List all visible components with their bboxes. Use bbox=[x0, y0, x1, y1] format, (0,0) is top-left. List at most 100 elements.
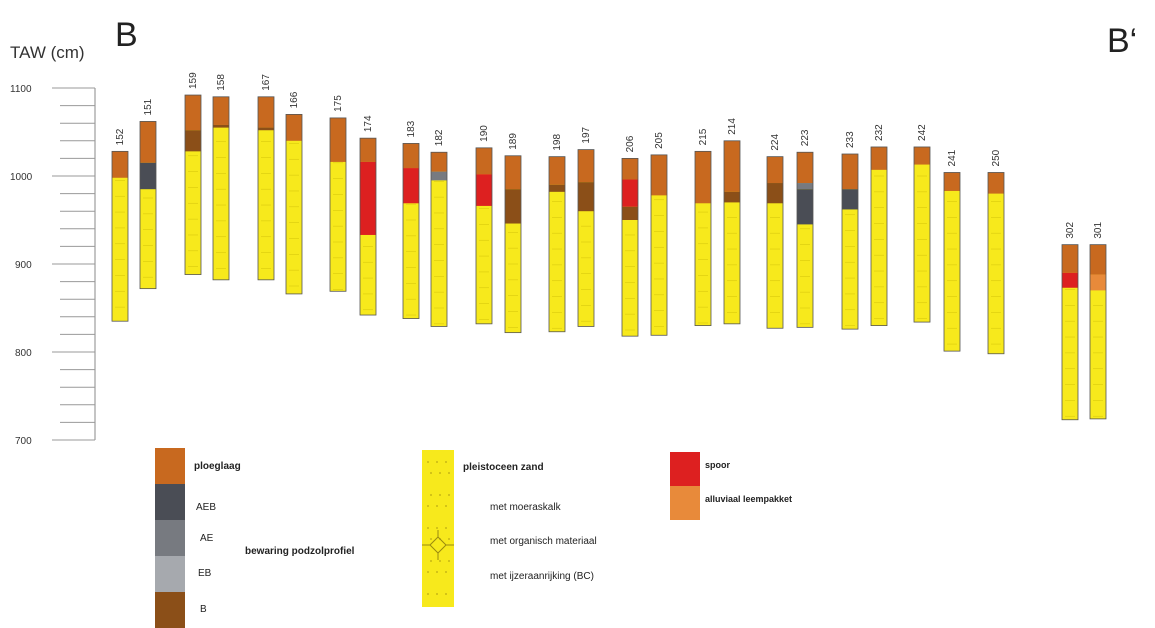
dot bbox=[436, 571, 438, 573]
layer-spoor bbox=[1062, 272, 1078, 288]
borehole-outline bbox=[430, 151, 448, 327]
legend-swatch-aeb bbox=[155, 484, 185, 520]
section-start-label: B bbox=[115, 16, 138, 54]
layer-ploeglaag bbox=[651, 154, 667, 196]
layer-spoor bbox=[622, 179, 638, 207]
borehole-outline bbox=[870, 146, 888, 327]
borehole-outline bbox=[139, 121, 157, 290]
legend-label-podzol: bewaring podzolprofiel bbox=[245, 546, 355, 557]
borehole-label: 175 bbox=[333, 95, 344, 112]
borehole-outline bbox=[359, 137, 377, 316]
borehole-183: 183 bbox=[402, 120, 420, 319]
dot bbox=[445, 527, 447, 529]
borehole-label: 183 bbox=[406, 120, 417, 137]
borehole-151: 151 bbox=[139, 98, 157, 290]
dot bbox=[436, 593, 438, 595]
borehole-outline bbox=[285, 114, 303, 295]
borehole-241: 241 bbox=[943, 149, 961, 352]
borehole-label: 233 bbox=[845, 131, 856, 148]
borehole-label: 224 bbox=[770, 134, 781, 151]
layer-ploeglaag bbox=[944, 172, 960, 191]
tick-label-900: 900 bbox=[15, 260, 32, 271]
borehole-label: 167 bbox=[261, 74, 272, 91]
borehole-label: 159 bbox=[188, 72, 199, 89]
layer-ploeglaag bbox=[330, 117, 346, 162]
dot bbox=[430, 472, 432, 474]
borehole-label: 151 bbox=[143, 98, 154, 115]
dot bbox=[445, 593, 447, 595]
section-end-label: B‘ bbox=[1107, 22, 1137, 60]
borehole-233: 233 bbox=[841, 131, 859, 330]
layer-ploeglaag bbox=[185, 95, 201, 131]
layer-ploeglaag bbox=[1090, 244, 1106, 275]
legend-label-b: B bbox=[200, 604, 207, 615]
layer-aeb bbox=[797, 189, 813, 225]
elevation-axis: 1100 1000 900 800 700 bbox=[10, 84, 96, 447]
borehole-outline bbox=[650, 154, 668, 336]
layer-ploeglaag bbox=[213, 96, 229, 125]
legend-label-eb: EB bbox=[198, 568, 212, 579]
legend-label-ae: AE bbox=[200, 533, 214, 544]
legend-label-alluviaal: alluviaal leempakket bbox=[705, 494, 792, 504]
borehole-outline bbox=[475, 147, 493, 325]
dot bbox=[430, 538, 432, 540]
borehole-label: 215 bbox=[698, 128, 709, 145]
borehole-223: 223 bbox=[796, 129, 814, 328]
borehole-outline bbox=[212, 96, 230, 281]
borehole-outline bbox=[577, 149, 595, 327]
sand-layer bbox=[914, 146, 930, 323]
borehole-label: 190 bbox=[479, 125, 490, 142]
sand-layer bbox=[258, 96, 274, 280]
legend-label-spoor: spoor bbox=[705, 460, 730, 470]
dot bbox=[436, 461, 438, 463]
borehole-outline bbox=[766, 156, 784, 329]
borehole-label: 189 bbox=[508, 133, 519, 150]
borehole-label: 206 bbox=[625, 135, 636, 152]
organic-material-symbol bbox=[422, 530, 454, 560]
layer-ploeglaag bbox=[431, 152, 447, 172]
layer-b bbox=[213, 124, 229, 128]
borehole-outline bbox=[111, 150, 129, 322]
layer-ae bbox=[431, 171, 447, 181]
borehole-outline bbox=[621, 157, 639, 337]
layer-ploeglaag bbox=[842, 154, 858, 190]
layer-ploeglaag bbox=[988, 172, 1004, 194]
legend-label-organisch: met organisch materiaal bbox=[490, 536, 597, 547]
layer-spoor bbox=[476, 174, 492, 206]
tick-label-1000: 1000 bbox=[10, 172, 33, 183]
layer-ploeglaag bbox=[724, 140, 740, 192]
tick-label-700: 700 bbox=[15, 436, 32, 447]
borehole-198: 198 bbox=[548, 134, 566, 333]
borehole-label: 166 bbox=[289, 91, 300, 108]
sand-layer bbox=[988, 172, 1004, 354]
borehole-outline bbox=[184, 94, 202, 275]
dot bbox=[445, 571, 447, 573]
borehole-label: 197 bbox=[581, 126, 592, 143]
layer-ploeglaag bbox=[549, 156, 565, 185]
dot bbox=[439, 494, 441, 496]
borehole-label: 152 bbox=[115, 128, 126, 145]
borehole-label: 301 bbox=[1093, 222, 1104, 239]
borehole-outline bbox=[548, 156, 566, 333]
layer-b bbox=[622, 206, 638, 220]
legend-label-zand: pleistoceen zand bbox=[463, 462, 544, 473]
borehole-outline bbox=[1061, 244, 1079, 421]
layer-ploeglaag bbox=[403, 143, 419, 169]
borehole-outline bbox=[723, 140, 741, 325]
layer-ploeglaag bbox=[112, 151, 128, 178]
borehole-197: 197 bbox=[577, 126, 595, 327]
legend-swatch-ploeglaag bbox=[155, 448, 185, 484]
tick-label-1100: 1100 bbox=[10, 84, 32, 95]
borehole-outline bbox=[504, 155, 522, 334]
layer-spoor bbox=[403, 168, 419, 204]
layer-ploeglaag bbox=[476, 147, 492, 175]
borehole-outline bbox=[943, 172, 961, 352]
borehole-outline bbox=[796, 151, 814, 328]
sand-layer bbox=[213, 96, 229, 280]
dot bbox=[436, 505, 438, 507]
layer-ploeglaag bbox=[797, 152, 813, 184]
layer-ploeglaag bbox=[695, 151, 711, 204]
borehole-215: 215 bbox=[694, 128, 712, 327]
dot bbox=[448, 472, 450, 474]
borehole-175: 175 bbox=[329, 95, 347, 292]
